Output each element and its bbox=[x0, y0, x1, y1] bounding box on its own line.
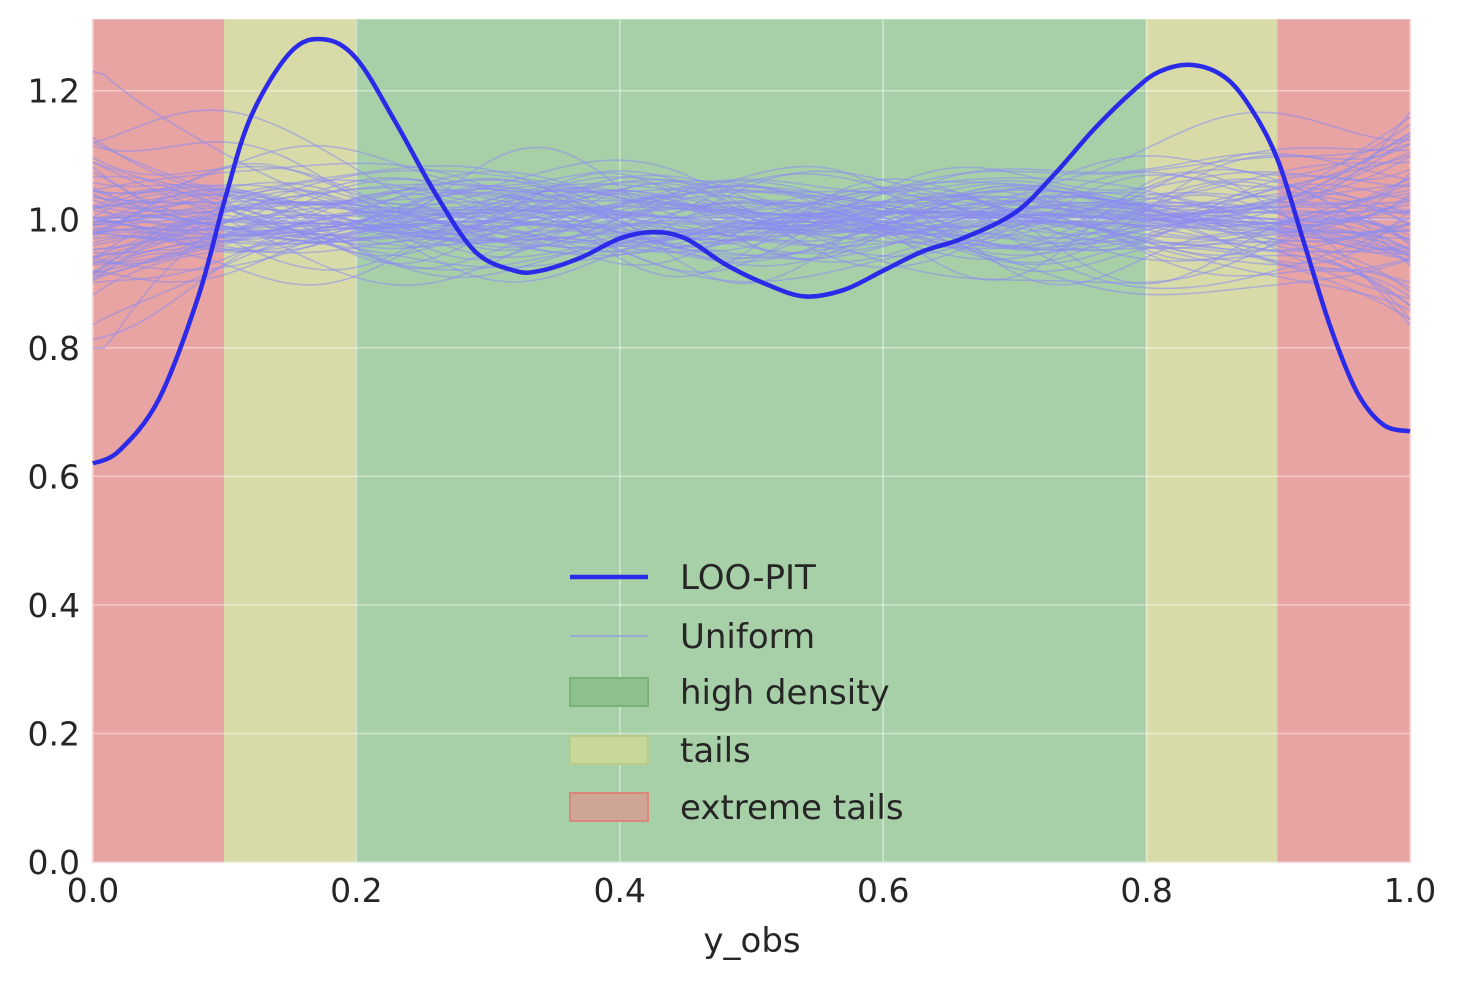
uniform-curve bbox=[92, 189, 1411, 239]
legend-entry: tails bbox=[569, 731, 751, 771]
x-axis-label: y_obs bbox=[703, 921, 800, 961]
legend-label: Uniform bbox=[680, 617, 815, 657]
legend-label: LOO-PIT bbox=[680, 558, 816, 598]
uniform-curve bbox=[92, 162, 1411, 258]
uniform-curve bbox=[92, 201, 1411, 307]
uniform-curve bbox=[92, 162, 1411, 320]
y-tick-label: 1.2 bbox=[28, 72, 80, 111]
region-band-tails bbox=[223, 19, 358, 863]
uniform-curve bbox=[92, 168, 1411, 261]
x-axis-ticks: 0.0 0.2 0.4 0.6 0.8 1.0 bbox=[67, 871, 1436, 910]
y-tick-label: 0.2 bbox=[28, 714, 80, 753]
uniform-curve bbox=[92, 70, 1411, 257]
y-axis-ticks: 0.0 0.2 0.4 0.6 0.8 1.0 1.2 bbox=[28, 72, 80, 882]
uniform-curve bbox=[92, 164, 1411, 253]
uniform-curve bbox=[92, 132, 1411, 271]
legend-swatch-patch bbox=[569, 677, 649, 707]
uniform-curve bbox=[92, 203, 1411, 261]
loo-pit-line bbox=[92, 36, 1411, 466]
loo-pit-curve-group bbox=[92, 36, 1411, 466]
x-tick-label: 0.2 bbox=[330, 871, 382, 910]
legend-entry: extreme tails bbox=[569, 788, 904, 828]
y-tick-label: 0.8 bbox=[28, 329, 80, 368]
uniform-curves bbox=[92, 70, 1411, 349]
legend-label: extreme tails bbox=[680, 788, 904, 828]
uniform-curve bbox=[92, 109, 1411, 258]
x-tick-label: 0.4 bbox=[594, 871, 646, 910]
legend-label: high density bbox=[680, 673, 890, 713]
legend-entry: high density bbox=[569, 673, 890, 713]
x-tick-label: 0.8 bbox=[1120, 871, 1172, 910]
grid-lines bbox=[92, 20, 1411, 863]
region-bands bbox=[92, 19, 1411, 863]
x-tick-label: 0.6 bbox=[857, 871, 909, 910]
x-tick-label: 0.0 bbox=[67, 871, 119, 910]
plot-area bbox=[92, 19, 1411, 863]
region-band-tails bbox=[1145, 19, 1280, 863]
uniform-curve bbox=[92, 162, 1411, 283]
y-tick-label: 1.0 bbox=[28, 200, 80, 239]
legend-swatch-patch bbox=[569, 735, 649, 765]
legend-entry: Uniform bbox=[570, 617, 815, 657]
y-tick-label: 0.6 bbox=[28, 457, 80, 496]
uniform-curve bbox=[92, 188, 1411, 252]
legend: LOO-PIT Uniform high density tails extreme t… bbox=[569, 558, 904, 828]
y-tick-label: 0.0 bbox=[28, 843, 80, 882]
region-band-high-density bbox=[355, 19, 1148, 863]
legend-swatch-patch bbox=[569, 792, 649, 822]
uniform-curve bbox=[92, 143, 1411, 271]
legend-entry: LOO-PIT bbox=[570, 558, 816, 598]
x-tick-label: 1.0 bbox=[1384, 871, 1436, 910]
uniform-curve bbox=[92, 177, 1411, 261]
uniform-curve bbox=[92, 201, 1411, 276]
region-band-extreme-tails bbox=[92, 19, 226, 863]
uniform-curve bbox=[92, 201, 1411, 320]
uniform-curve bbox=[92, 184, 1411, 247]
uniform-curve bbox=[92, 135, 1411, 254]
legend-label: tails bbox=[680, 731, 751, 771]
y-tick-label: 0.4 bbox=[28, 586, 80, 625]
uniform-curve bbox=[92, 195, 1411, 233]
